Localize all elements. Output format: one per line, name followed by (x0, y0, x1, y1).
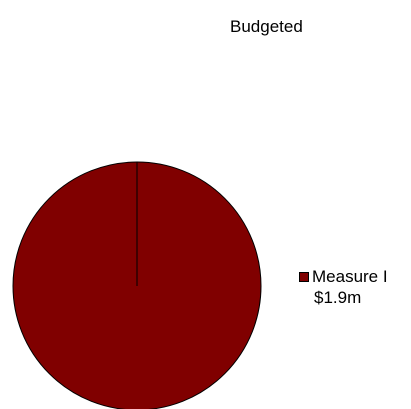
legend: Measure I $1.9m (299, 266, 388, 308)
legend-swatch (299, 271, 309, 282)
legend-label: Measure I (312, 267, 388, 286)
chart-title: Budgeted (230, 17, 303, 36)
legend-value: $1.9m (314, 288, 362, 307)
pie-slices (12, 161, 262, 409)
legend-entry: Measure I (299, 266, 388, 287)
